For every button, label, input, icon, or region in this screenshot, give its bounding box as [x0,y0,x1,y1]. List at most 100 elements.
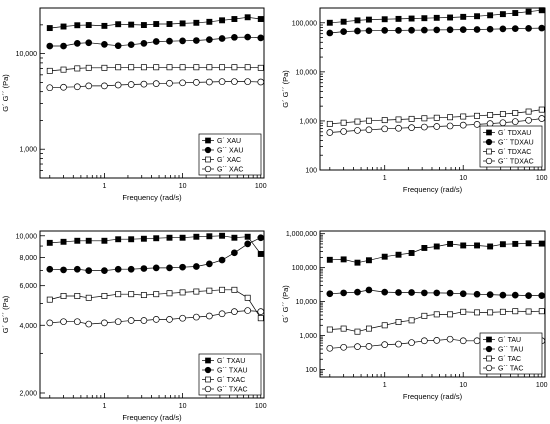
data-point [101,41,108,48]
data-point [219,286,226,293]
data-point [538,308,545,315]
data-point [193,313,200,321]
data-point [114,42,122,50]
data-point [140,292,147,299]
series-3 [326,106,545,127]
y-tick-label: 1,000 [299,333,317,340]
data-point [127,81,135,88]
data-point [340,256,347,263]
legend: G´ TDXAU G´´ TDXAU G´ TDXAC G´´ TDXAC [479,125,543,168]
data-point [152,316,160,323]
data-point [433,289,441,297]
data-point [421,15,428,22]
legend-marker [486,355,492,362]
data-point [152,38,160,45]
data-point [459,26,467,33]
data-point [525,292,532,299]
data-point [395,340,402,348]
series-2 [326,24,546,37]
data-point [487,12,494,19]
data-point [127,317,135,324]
legend-marker [485,157,493,165]
data-point [408,115,415,122]
data-point [365,257,372,264]
data-point [395,289,402,296]
data-point [340,289,347,297]
data-point [499,119,507,127]
data-point [395,27,402,34]
data-point [85,294,92,301]
data-point [365,27,373,35]
data-point [381,253,388,260]
data-point [140,317,148,324]
y-axis-label: G´ G´´ (Pa) [1,74,10,112]
data-point [365,342,373,350]
data-point [395,116,402,123]
data-point [499,11,506,18]
data-point [60,23,67,30]
data-point [193,288,200,295]
data-point [231,64,238,71]
data-point [60,293,67,299]
data-point [193,19,200,26]
legend-entry: G´ TAU [498,337,521,344]
x-tick-label: 1 [383,382,387,389]
series-2 [46,234,265,274]
data-point [152,264,160,272]
series-2 [46,33,265,50]
data-point [395,124,402,132]
series-4 [326,115,546,136]
legend-entry: G´´ TXAU [217,368,248,375]
data-point [446,122,454,130]
data-point [459,337,467,345]
data-point [326,256,333,263]
data-point [421,115,428,122]
data-point [433,26,441,34]
data-point [538,292,546,299]
data-point [326,129,334,136]
data-point [447,240,454,247]
data-point [511,291,519,299]
legend-marker [205,156,211,163]
data-point [512,10,519,16]
data-point [85,39,93,47]
data-point [231,16,238,22]
chart-panel-3: 1 10 100 2,000 4,000 6,000 8,000 10,000 Frequenc… [1,230,267,422]
data-point [73,83,81,91]
data-point [166,316,173,323]
data-point [354,288,361,296]
data-point [46,67,53,74]
data-point [128,236,135,243]
data-point [447,114,454,121]
data-point [179,64,186,71]
legend-entry: G´´ TAC [498,366,523,373]
legend: G´ XAU G´´ XAU G´ XAC G´´ XAC [198,133,262,176]
legend-marker [204,366,212,374]
data-point [381,341,389,348]
data-point [395,251,402,258]
data-point [381,125,389,133]
data-point [257,16,264,22]
legend-marker [486,336,492,343]
y-tick-label: 100 [305,168,317,175]
data-point [512,240,519,247]
data-point [447,14,454,21]
data-point [85,267,93,274]
data-point [166,79,173,87]
data-point [474,242,481,249]
plot-frame [319,230,546,378]
data-point [231,249,238,257]
data-point [421,26,428,34]
data-point [74,293,81,299]
data-point [538,7,545,14]
x-axis-label: Frequency (rad/s) [122,193,182,202]
data-point [460,13,467,20]
data-point [60,266,67,274]
data-point [244,233,251,240]
data-point [128,291,135,298]
legend-entry: G´ TXAU [217,358,245,365]
data-point [179,20,186,27]
y-tick-label: 10,000 [296,299,318,306]
legend-marker [486,148,492,155]
y-axis-label: G´ G´´ (Pa) [281,285,290,323]
